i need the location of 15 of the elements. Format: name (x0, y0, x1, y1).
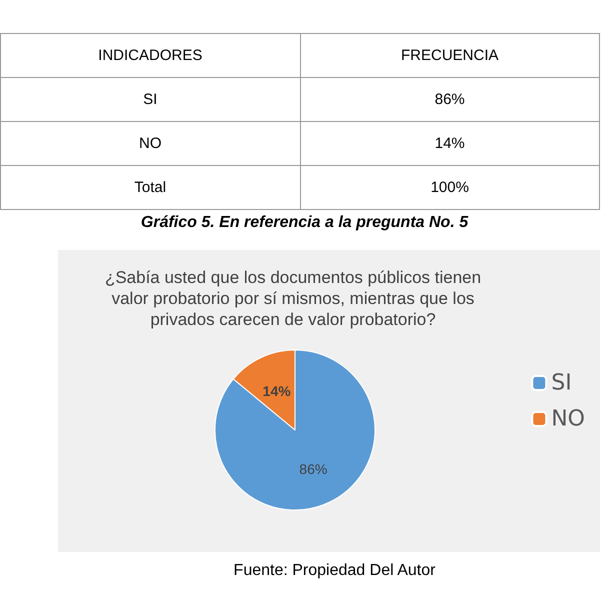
category-label: NO (139, 135, 162, 152)
text: FRECUENCIA (300, 34, 600, 78)
category-label: SI (143, 91, 158, 108)
text: Total (0, 166, 300, 210)
text: INDICADORES (0, 34, 300, 78)
text: 100% (300, 166, 600, 210)
text: Gráfico 5. En referencia a la pregunta No. 5 (140, 214, 470, 232)
legend-label: SI (551, 370, 572, 396)
chart-title: ¿Sabía usted que los documentos públicos tienen valor probatorio por sí mismos, mientras que los privados carecen de valor probatorio? (104, 268, 482, 329)
text: 14% (434, 135, 465, 152)
source-note: Fuente: Propiedad Del Autor (232, 562, 436, 580)
data-label: 86% (299, 460, 328, 477)
legend-label: NO (551, 406, 586, 432)
data-label: 14% (262, 383, 292, 400)
text: 86% (434, 91, 465, 108)
